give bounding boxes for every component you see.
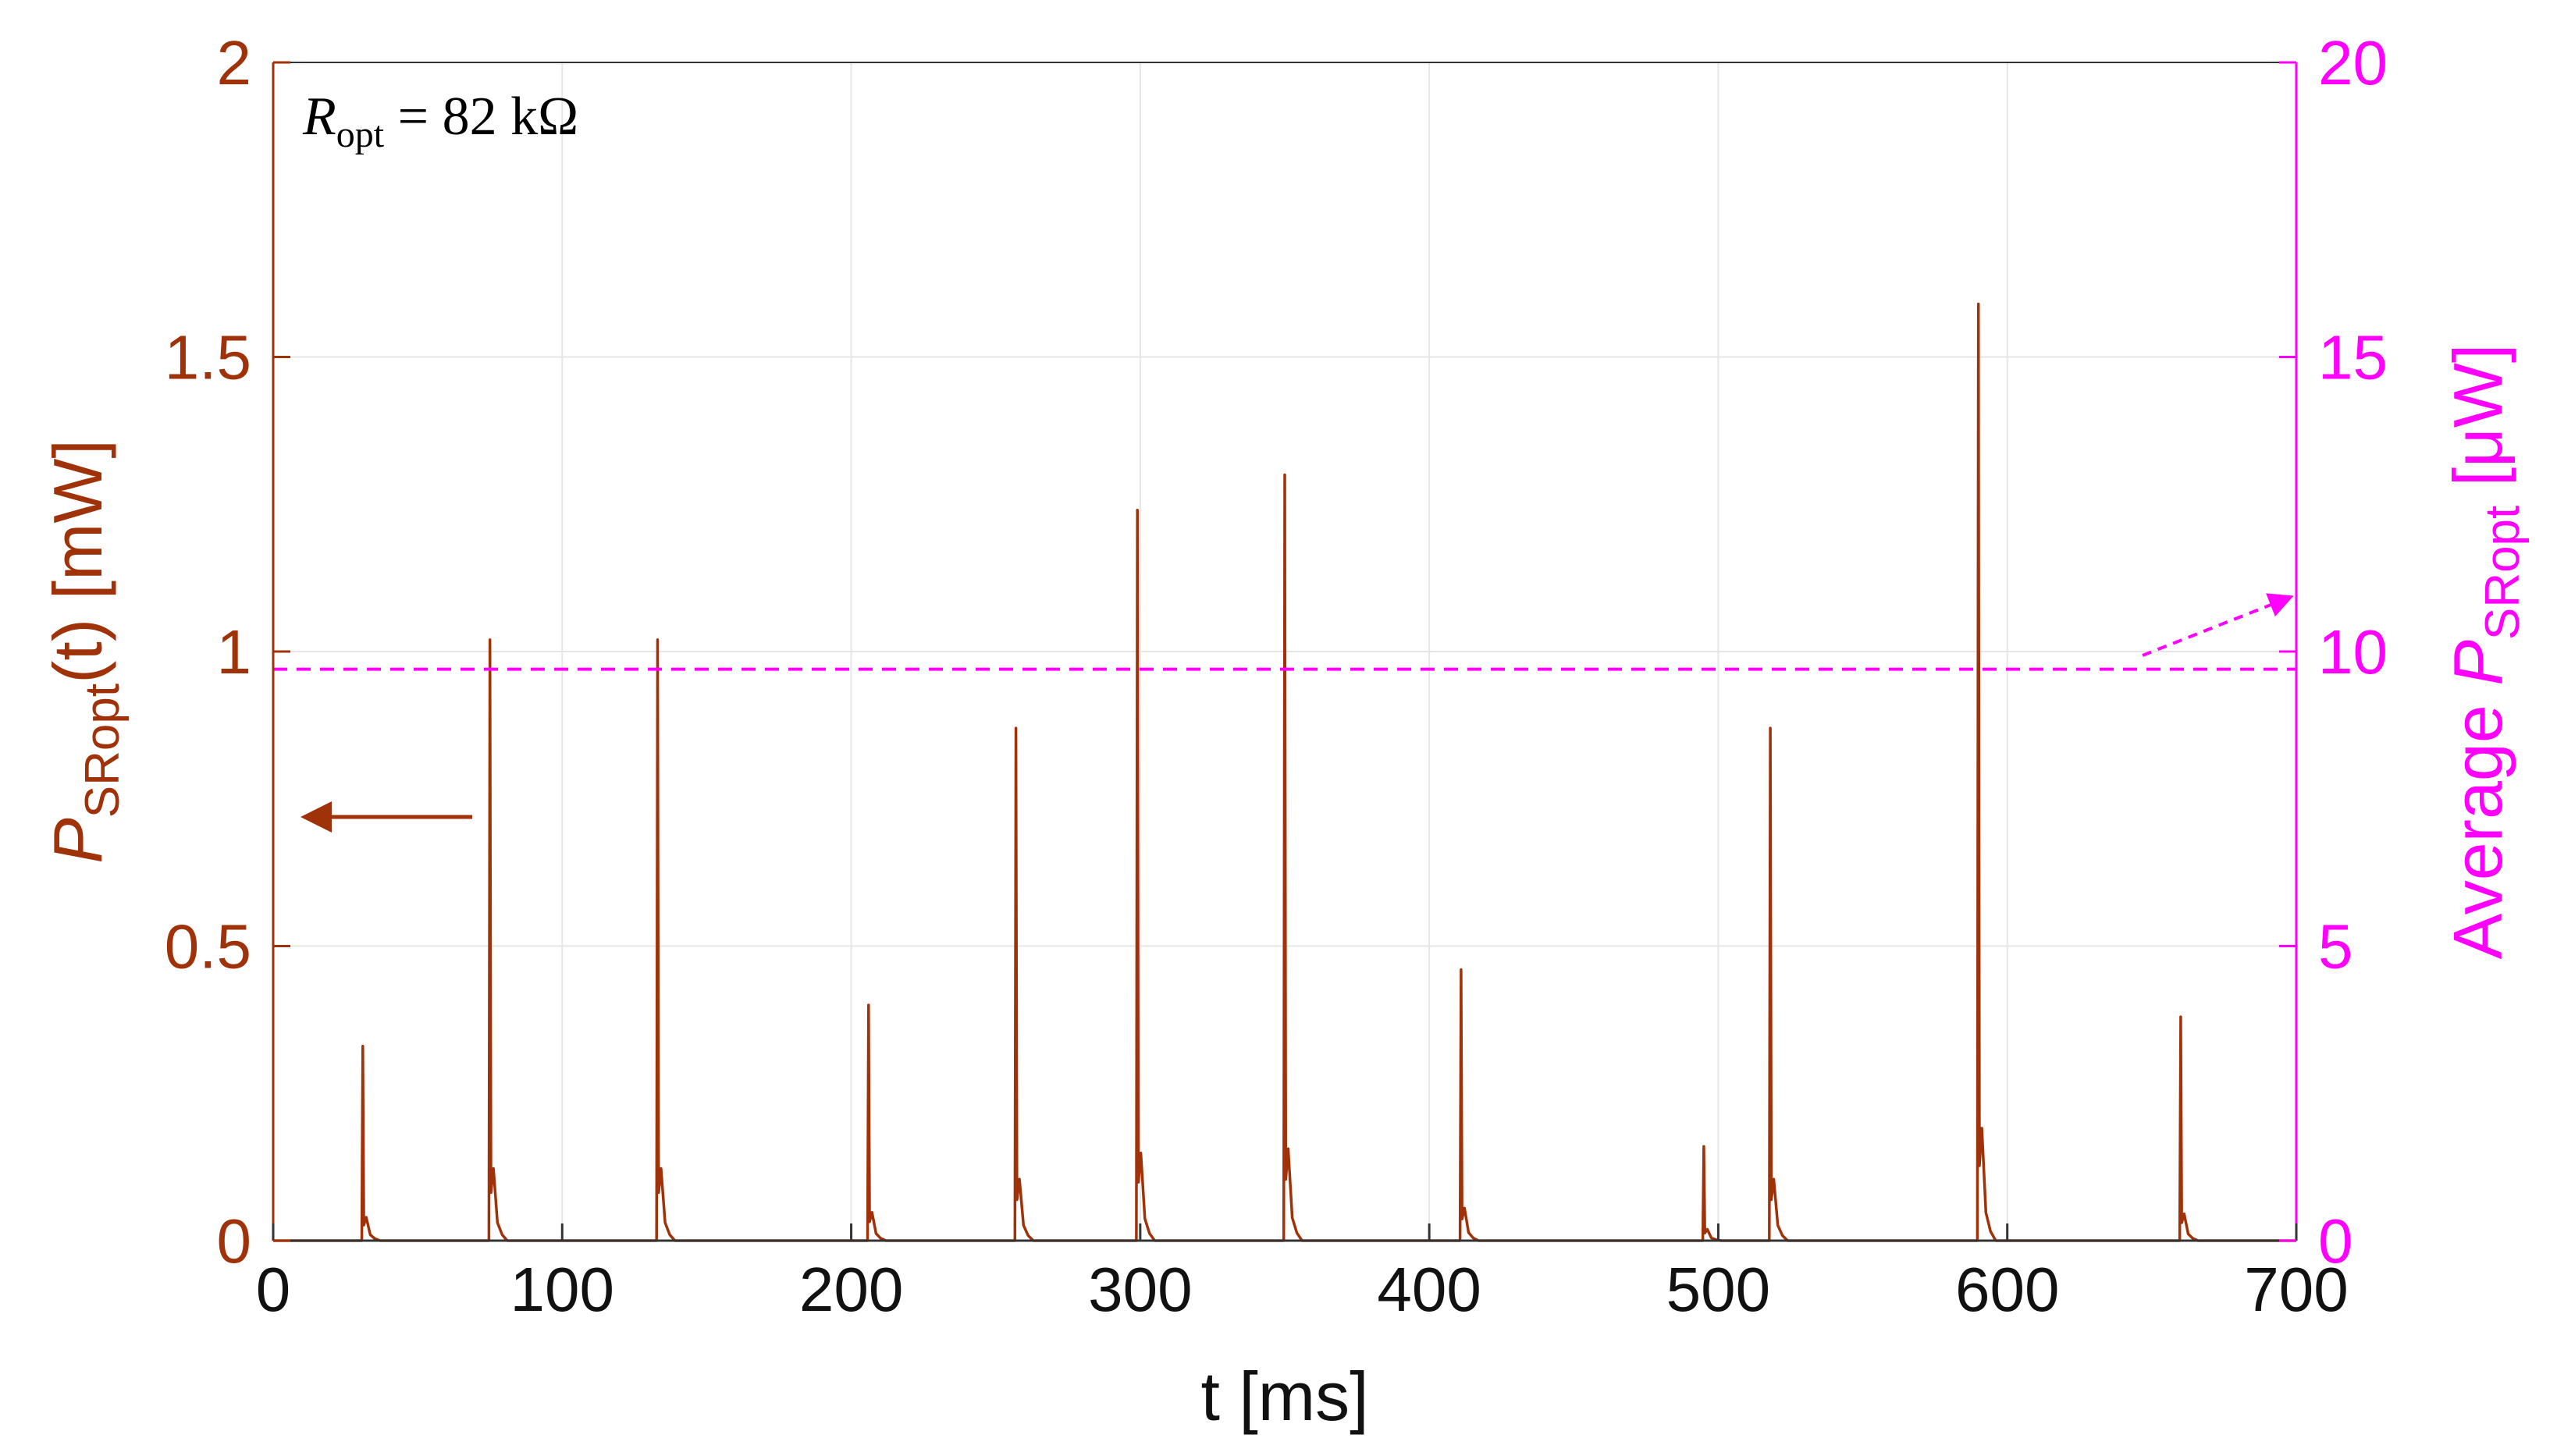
right-axis-arrow	[2142, 593, 2294, 657]
y-left-tick-label-4: 2	[217, 28, 252, 98]
right-label-symbol: P	[2439, 640, 2516, 686]
grid-lines	[273, 62, 2296, 1241]
right-label-subscript: SRopt	[2476, 506, 2530, 640]
y-right-tick-label-1: 5	[2318, 912, 2353, 982]
y-left-tick-label-0: 0	[217, 1206, 252, 1276]
right-axis-label: Average PSRopt [μW]	[2439, 344, 2530, 960]
left-label-rest: (t) [mW]	[39, 439, 116, 684]
x-tick-label-1: 100	[510, 1255, 614, 1324]
left-axis-label: PSRopt(t) [mW]	[39, 439, 130, 864]
y-left-tick-label-1: 0.5	[165, 912, 251, 982]
resistance-annotation: Ropt = 82 kΩ	[302, 87, 578, 155]
x-tick-label-7: 700	[2244, 1255, 2348, 1324]
x-tick-label-0: 0	[256, 1255, 291, 1324]
x-tick-label-3: 300	[1088, 1255, 1192, 1324]
y-left-tick-label-2: 1	[217, 617, 252, 687]
y-right-tick-label-3: 15	[2318, 323, 2388, 392]
annotation-value: = 82 kΩ	[384, 87, 578, 147]
y-right-tick-label-4: 20	[2318, 28, 2388, 98]
x-tick-label-2: 200	[799, 1255, 903, 1324]
annotation-subscript: opt	[336, 114, 385, 155]
right-label-prefix: Average	[2439, 686, 2516, 960]
x-axis-label: t [ms]	[1200, 1358, 1368, 1435]
x-tick-label-4: 400	[1377, 1255, 1481, 1324]
y-left-tick-label-3: 1.5	[165, 323, 251, 392]
x-tick-label-5: 500	[1666, 1255, 1770, 1324]
y-right-tick-label-2: 10	[2318, 617, 2388, 687]
right-label-rest: [μW]	[2439, 344, 2516, 506]
left-label-subscript: SRopt	[76, 684, 130, 818]
y-right-tick-label-0: 0	[2318, 1206, 2353, 1276]
annotation-symbol: R	[302, 87, 336, 147]
left-label-symbol: P	[39, 818, 116, 864]
x-tick-label-6: 600	[1955, 1255, 2059, 1324]
